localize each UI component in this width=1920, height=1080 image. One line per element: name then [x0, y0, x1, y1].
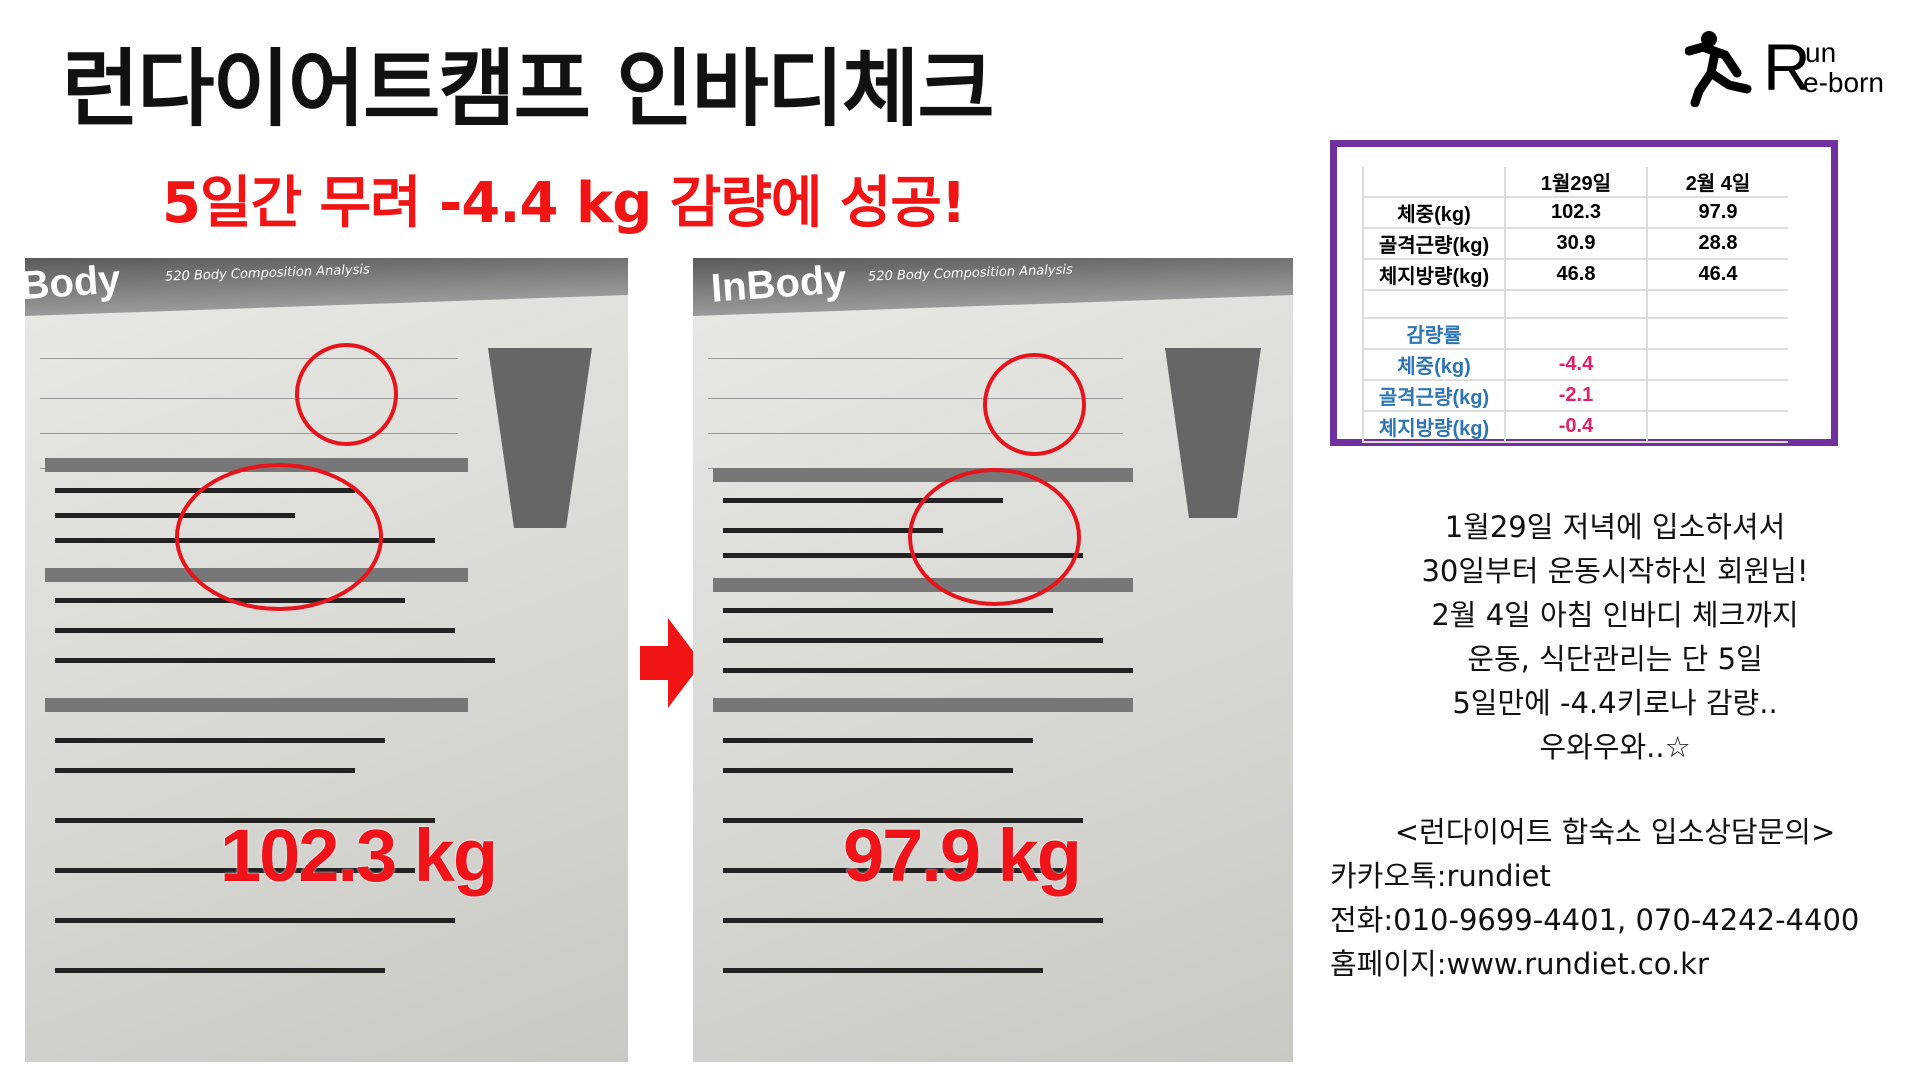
table-row: 골격근량(kg) 30.9 28.8: [1362, 228, 1788, 260]
table-row: 골격근량(kg) -2.1: [1362, 380, 1788, 412]
highlight-circle: [908, 468, 1081, 606]
comparison-table: 1월29일 2월 4일 체중(kg) 102.3 97.9 골격근량(kg) 30.9…: [1362, 167, 1788, 443]
story-text: 1월29일 저녁에 입소하셔서 30일부터 운동시작하신 회원님! 2월 4일 …: [1421, 510, 1809, 764]
table-row: [1362, 290, 1788, 319]
loss-header-row: 감량률: [1362, 318, 1788, 350]
running-person-icon: [1685, 31, 1752, 107]
contact-info: <런다이어트 합숙소 입소상담문의> 카카오톡:rundiet 전화:010-9…: [1330, 810, 1900, 986]
homepage-link[interactable]: 홈페이지:www.rundiet.co.kr: [1330, 947, 1709, 981]
kakao-id: 카카오톡:rundiet: [1330, 859, 1551, 893]
inbody-brand: InBody: [709, 258, 848, 311]
inbody-photo-before: InBody 520 Body Composition Analysis 102…: [25, 258, 628, 1062]
highlight-circle: [175, 463, 383, 611]
page-subtitle: 5일간 무려 -4.4 kg 감량에 성공!: [162, 171, 966, 236]
highlight-circle: [983, 353, 1086, 456]
logo-text-reborn: e-born: [1803, 67, 1884, 98]
weight-overlay: 102.3 kg: [220, 814, 498, 897]
page-title: 런다이어트캠프 인바디체크: [62, 40, 995, 138]
column-header: 2월 4일: [1646, 167, 1788, 198]
contact-heading: <런다이어트 합숙소 입소상담문의>: [1394, 815, 1836, 849]
table-header-row: 1월29일 2월 4일: [1362, 167, 1788, 198]
arrow-right-icon: [640, 618, 702, 708]
logo-letter: R: [1763, 30, 1811, 104]
highlight-circle: [295, 343, 398, 446]
table-row: 체중(kg) 102.3 97.9: [1362, 197, 1788, 229]
table-row: 체지방량(kg) -0.4: [1362, 411, 1788, 443]
comparison-table-box: 1월29일 2월 4일 체중(kg) 102.3 97.9 골격근량(kg) 30.9…: [1330, 140, 1838, 446]
weight-overlay: 97.9 kg: [843, 814, 1082, 897]
table-row: 체중(kg) -4.4: [1362, 349, 1788, 381]
logo: R un e-born: [1685, 28, 1900, 108]
table-row: 체지방량(kg) 46.8 46.4: [1362, 259, 1788, 291]
logo-text-run: un: [1805, 37, 1837, 68]
inbody-photo-after: InBody 520 Body Composition Analysis 97.…: [693, 258, 1293, 1062]
phone-numbers: 전화:010-9699-4401, 070-4242-4400: [1330, 903, 1860, 937]
column-header: 1월29일: [1504, 167, 1647, 198]
